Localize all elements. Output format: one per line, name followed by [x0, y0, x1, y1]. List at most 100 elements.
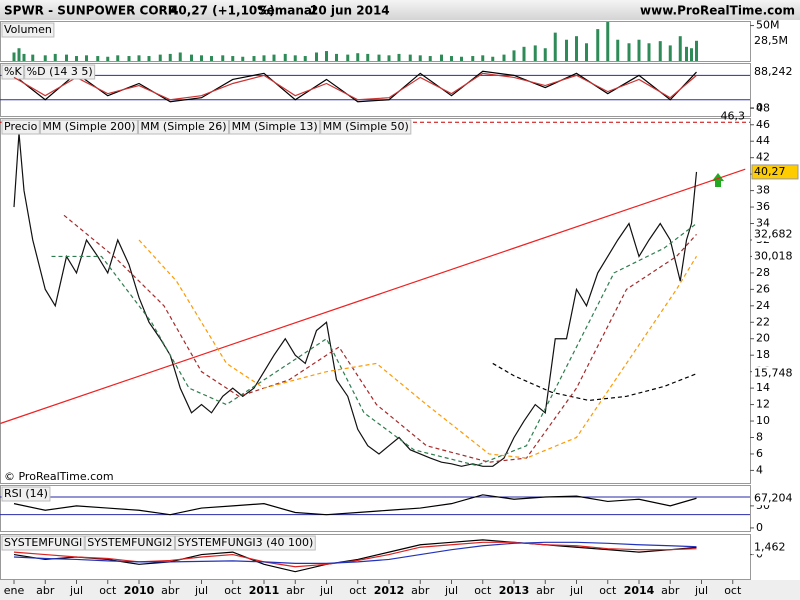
volume-bar — [502, 54, 506, 61]
volume-bar — [481, 55, 485, 61]
volume-bar — [335, 53, 338, 61]
series-line — [13, 132, 698, 467]
volume-bar — [116, 55, 120, 61]
last-value-label: 40,27 — [754, 165, 786, 178]
last-value-box — [752, 540, 798, 555]
x-tick-label: 2012 — [374, 584, 405, 597]
x-tick-label: oct — [599, 584, 617, 597]
y-tick-label: 18 — [756, 348, 770, 361]
volume-bar — [627, 43, 631, 61]
legend-box — [174, 535, 316, 551]
y-tick-label: 6 — [756, 447, 763, 460]
panel-frame — [0, 118, 751, 484]
series-line — [13, 539, 697, 573]
x-tick-label: jul — [319, 584, 333, 597]
volume-bar — [315, 52, 318, 61]
x-axis-bar — [0, 580, 800, 600]
volume-bar — [75, 56, 78, 61]
y-tick-label: 26 — [756, 282, 770, 295]
y-tick-label: 46 — [756, 118, 770, 131]
volume-bar — [241, 56, 245, 61]
volume-bar — [460, 56, 463, 61]
legend-label: SYSTEMFUNGI3 (40 100) — [177, 536, 313, 549]
volume-bar — [606, 22, 610, 61]
volume-bar — [293, 55, 297, 61]
volume-bar — [53, 53, 57, 61]
volume-bar — [533, 45, 537, 61]
panel-frame — [0, 485, 751, 532]
y-tick-label: 36 — [756, 200, 770, 213]
x-tick-label: abr — [161, 584, 180, 597]
legend-box — [1, 535, 85, 551]
volume-bar — [272, 54, 276, 61]
volume-bar — [43, 55, 47, 61]
header-bar — [0, 0, 800, 20]
legend-label: MM (Simple 26) — [140, 120, 226, 133]
legend-label: MM (Simple 50) — [323, 120, 409, 133]
volume-bar — [303, 56, 307, 61]
quote: 40,27 (+1,10%) — [170, 4, 275, 18]
volume-bar — [397, 53, 401, 61]
trend-line — [0, 168, 746, 425]
last-value-box — [751, 164, 799, 180]
y-tick-label: 14 — [756, 381, 770, 394]
volume-bar — [65, 54, 68, 61]
y-tick-label: 8 — [756, 430, 763, 443]
x-tick-label: jul — [694, 584, 708, 597]
volume-bar — [147, 56, 151, 61]
legend-label: SYSTEMFUNGI — [4, 536, 82, 549]
last-value-box — [752, 65, 798, 80]
legend-label: SYSTEMFUNGI2 — [87, 536, 172, 549]
volume-bar — [685, 46, 688, 61]
series-line — [13, 70, 697, 103]
watermark: © ProRealTime.com — [4, 470, 114, 483]
y-tick-label: 50M — [756, 19, 780, 32]
x-tick-label: oct — [224, 584, 242, 597]
volume-bar — [596, 29, 600, 61]
y-tick-label: 22 — [756, 315, 770, 328]
volume-bar — [575, 36, 578, 61]
volume-bar — [158, 54, 162, 61]
x-tick-label: oct — [724, 584, 742, 597]
y-tick-label: 0 — [756, 521, 763, 534]
legend-label: Precio — [4, 120, 38, 133]
volume-bar — [106, 56, 110, 61]
y-tick-label: 4 — [756, 463, 763, 476]
volume-bar — [22, 53, 26, 61]
last-value-label: 30,018 — [754, 249, 793, 262]
x-tick-label: abr — [536, 584, 555, 597]
volume-bar — [190, 54, 193, 61]
resistance-label: 46,3 — [721, 109, 746, 122]
y-tick-label: 28 — [756, 266, 770, 279]
legend-label: %D (14 3 5) — [27, 65, 93, 78]
volume-bar — [690, 48, 693, 61]
last-value-label: 88,242 — [754, 65, 793, 78]
series-line — [13, 494, 697, 516]
volume-bar — [658, 41, 662, 61]
legend-label: MM (Simple 200) — [42, 120, 135, 133]
volume-bar — [168, 53, 172, 61]
series-line — [492, 362, 697, 402]
legend-box — [24, 64, 96, 80]
volume-bar — [231, 56, 235, 61]
volume-bar — [178, 52, 182, 61]
volume-bar — [210, 56, 213, 61]
volume-bar — [325, 51, 328, 61]
panel-frame — [0, 63, 751, 117]
last-value-label: 32,682 — [754, 227, 793, 240]
volume-bar — [366, 53, 370, 61]
volume-bar — [491, 56, 495, 61]
period: Semanal — [258, 4, 316, 18]
x-tick-label: oct — [349, 584, 367, 597]
y-tick-label: 34 — [756, 217, 770, 230]
last-value-box — [752, 366, 798, 381]
panel-frame — [0, 21, 751, 62]
volume-bar — [471, 56, 475, 61]
volume-bar — [200, 55, 203, 61]
volume-bar — [585, 43, 588, 61]
last-value-box — [752, 227, 798, 242]
volume-bar — [408, 54, 412, 61]
volume-bar — [647, 43, 651, 61]
legend-label: %K — [4, 65, 22, 78]
